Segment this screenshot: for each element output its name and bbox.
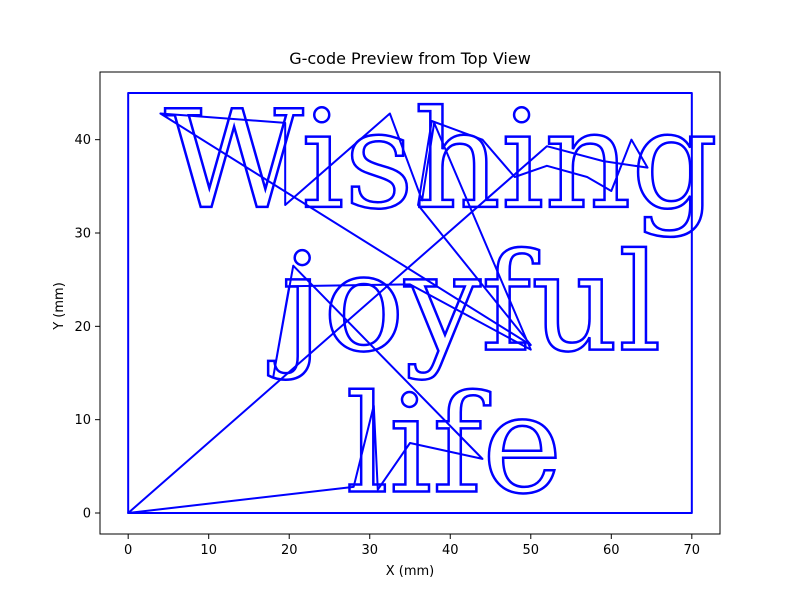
toolpath-series-0 bbox=[127, 92, 693, 514]
plot-layer bbox=[127, 92, 693, 514]
x-tick-label: 70 bbox=[684, 543, 701, 558]
x-axis-label: X (mm) bbox=[386, 564, 435, 579]
y-tick-label: 10 bbox=[74, 413, 91, 428]
y-tick-label: 0 bbox=[83, 507, 91, 522]
chart-title: G-code Preview from Top View bbox=[289, 49, 531, 68]
x-tick-label: 40 bbox=[442, 543, 459, 558]
x-tick-label: 20 bbox=[281, 543, 298, 558]
y-axis-label: Y (mm) bbox=[52, 282, 67, 331]
x-tick-label: 30 bbox=[361, 543, 378, 558]
gcode-text-path-2: life bbox=[346, 366, 563, 524]
x-tick-label: 10 bbox=[200, 543, 217, 558]
axes-frame bbox=[99, 71, 721, 535]
axes-layer: 0 10 20 30 40 50 60 70 0 10 20 30 40 bbox=[74, 71, 721, 558]
x-tick-label: 0 bbox=[124, 543, 132, 558]
y-tick-label: 40 bbox=[74, 133, 91, 148]
x-tick-label: 50 bbox=[523, 543, 540, 558]
gcode-text-path-0: Wishing a bbox=[164, 81, 800, 239]
x-tick-label: 60 bbox=[603, 543, 620, 558]
y-tick-label: 30 bbox=[74, 227, 91, 242]
gcode-text-path-1: joyful bbox=[267, 224, 661, 382]
toolpath-series-1 bbox=[127, 112, 649, 514]
y-tick-label: 20 bbox=[74, 320, 91, 335]
